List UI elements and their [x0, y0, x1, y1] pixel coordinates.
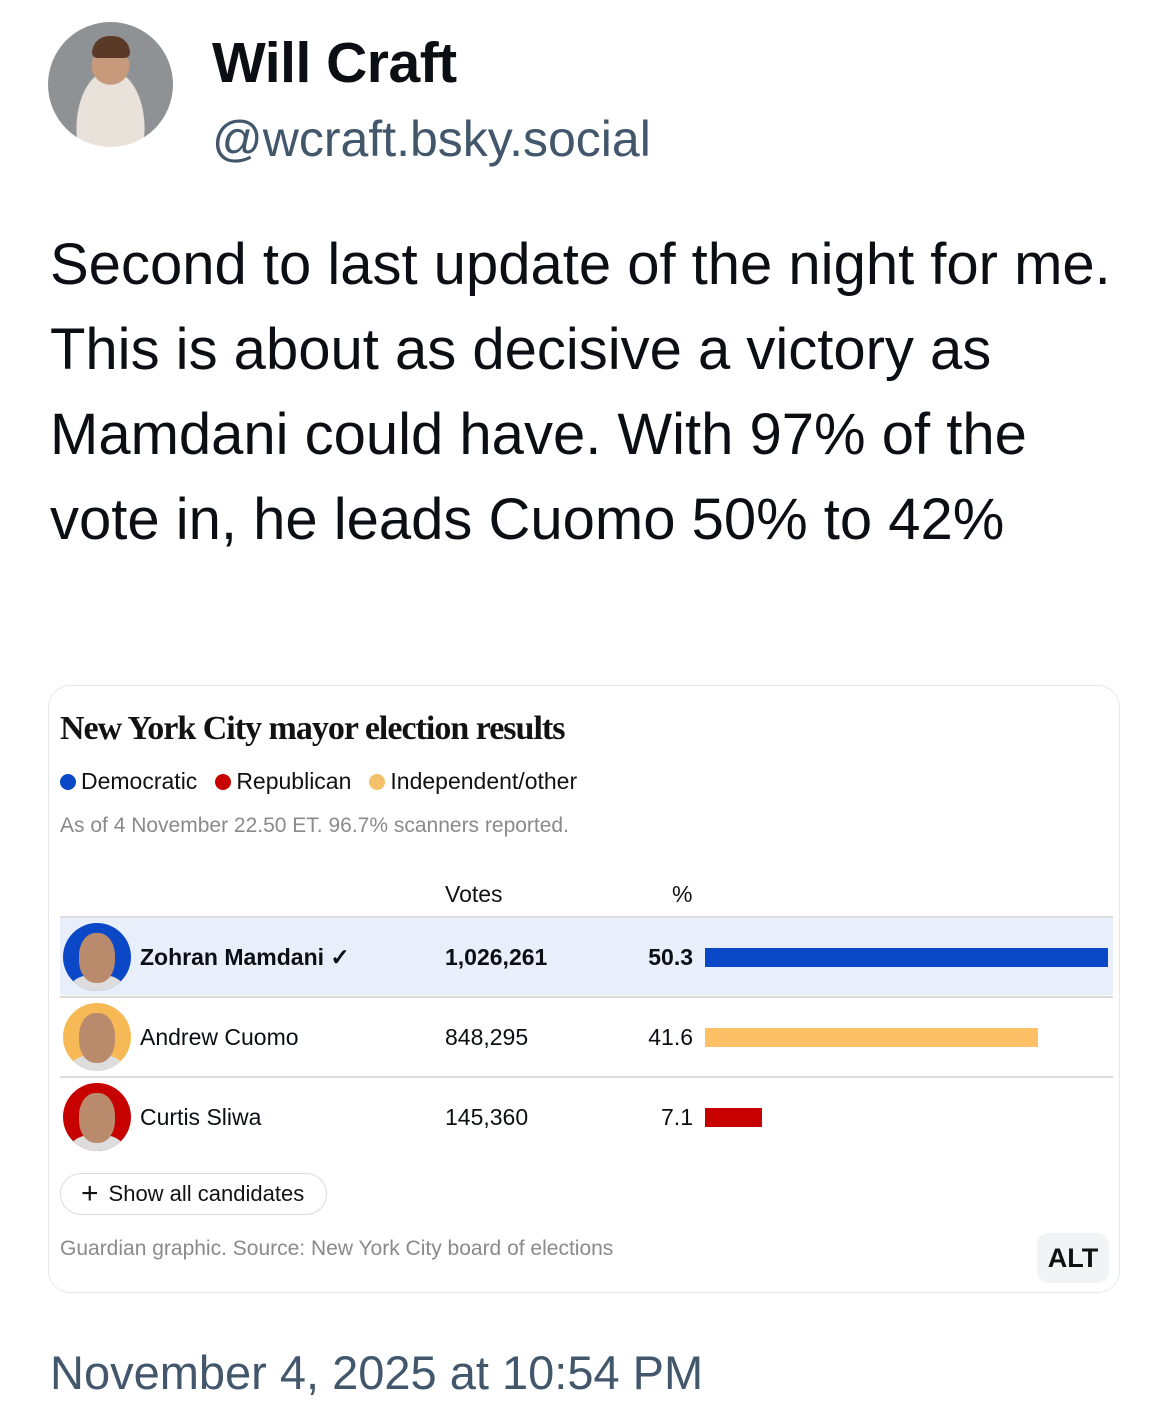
candidate-name: Curtis Sliwa: [140, 1104, 262, 1130]
candidate-name: Zohran Mamdani ✓: [140, 944, 350, 970]
dot-icon: [369, 773, 386, 790]
author-name[interactable]: Will Craft: [212, 31, 457, 95]
candidate-row: Curtis Sliwa 145,360 7.1: [60, 1076, 1113, 1155]
candidate-votes: 1,026,261: [445, 944, 548, 970]
graphic-title: New York City mayor election results: [60, 710, 565, 747]
legend-republican: Republican: [215, 768, 351, 795]
legend-label: Republican: [236, 768, 352, 794]
vote-share-bar: [705, 948, 1108, 967]
candidate-photo: [63, 1083, 131, 1151]
source-note: Guardian graphic. Source: New York City …: [60, 1237, 614, 1260]
legend-label: Independent/other: [390, 768, 578, 794]
post-timestamp[interactable]: November 4, 2025 at 10:54 PM: [50, 1346, 704, 1399]
percent-header: %: [672, 881, 693, 907]
as-of-note: As of 4 November 22.50 ET. 96.7% scanner…: [60, 814, 569, 837]
legend-democratic: Democratic: [60, 768, 197, 795]
vote-share-bar: [705, 1108, 762, 1127]
candidate-percent: 7.1: [661, 1104, 693, 1130]
legend: Democratic Republican Independent/other: [60, 768, 577, 795]
candidate-photo: [63, 1003, 131, 1071]
candidate-votes: 145,360: [445, 1104, 529, 1130]
candidate-row: Andrew Cuomo 848,295 41.6: [60, 996, 1113, 1075]
alt-text-button[interactable]: ALT: [1037, 1233, 1109, 1283]
author-handle[interactable]: @wcraft.bsky.social: [212, 111, 651, 167]
winner-check-icon: ✓: [330, 944, 350, 970]
vote-share-bar: [705, 1028, 1039, 1047]
candidate-percent: 41.6: [648, 1024, 693, 1050]
dot-icon: [60, 773, 76, 790]
candidate-photo: [63, 923, 131, 991]
dot-icon: [215, 773, 232, 790]
candidate-percent: 50.3: [648, 944, 693, 970]
votes-header: Votes: [445, 881, 503, 907]
post-text: Second to last update of the night for m…: [50, 232, 1111, 552]
author-avatar[interactable]: [48, 22, 173, 147]
show-all-candidates-button[interactable]: + Show all candidates: [60, 1173, 328, 1215]
legend-label: Democratic: [81, 768, 198, 794]
embedded-image-election-results[interactable]: New York City mayor election results Dem…: [48, 685, 1120, 1293]
candidate-row: Zohran Mamdani ✓ 1,026,261 50.3: [60, 916, 1113, 995]
plus-icon: +: [81, 1177, 99, 1210]
candidate-name: Andrew Cuomo: [140, 1024, 299, 1050]
legend-independent: Independent/other: [369, 768, 577, 795]
candidate-votes: 848,295: [445, 1024, 529, 1050]
show-all-label: Show all candidates: [108, 1181, 305, 1206]
